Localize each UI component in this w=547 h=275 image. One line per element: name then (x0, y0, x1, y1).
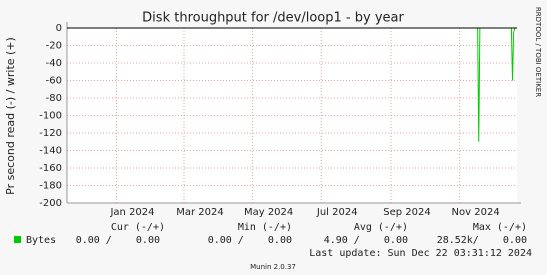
x-tick-label: Mar 2024 (176, 207, 224, 218)
watermark: RRDTOOL / TOBI OETIKER (534, 7, 542, 97)
y-tick-label: -40 (46, 58, 62, 69)
y-tick-label: -100 (39, 111, 62, 122)
summary-header: Avg (-/+) (354, 222, 408, 233)
last-update: Last update: Sun Dec 22 03:31:12 2024 (309, 248, 532, 259)
credit: Munin 2.0.37 (250, 263, 296, 271)
y-tick-label: -140 (39, 146, 62, 157)
y-tick-label: -160 (39, 163, 62, 174)
summary-value: 0.00 / 0.00 (208, 235, 292, 246)
summary-header: Min (-/+) (238, 222, 292, 233)
legend-label: Bytes (26, 235, 56, 246)
y-tick-label: -80 (46, 93, 62, 104)
legend-swatch (14, 236, 21, 243)
chart-title: Disk throughput for /dev/loop1 - by year (142, 11, 404, 26)
summary-header: Cur (-/+) (111, 222, 165, 233)
y-tick-label: -200 (39, 198, 62, 209)
y-tick-label: -60 (46, 76, 62, 87)
summary-value: 4.90 / 0.00 (324, 235, 408, 246)
y-axis-label: Pr second read (-) / write (+) (4, 37, 17, 195)
x-tick-label: Nov 2024 (452, 207, 500, 218)
y-tick-label: -20 (46, 41, 62, 52)
summary-value: 0.00 / 0.00 (76, 235, 160, 246)
x-tick-label: Jan 2024 (109, 207, 154, 218)
x-tick-label: Sep 2024 (383, 207, 430, 218)
y-tick-label: -120 (39, 128, 62, 139)
y-tick-label: 0 (56, 23, 62, 34)
x-tick-label: Jul 2024 (316, 207, 358, 218)
summary-value: 28.52k/ 0.00 (437, 235, 527, 246)
summary-header: Max (-/+) (473, 222, 527, 233)
x-tick-label: May 2024 (244, 207, 293, 218)
y-tick-label: -180 (39, 181, 62, 192)
